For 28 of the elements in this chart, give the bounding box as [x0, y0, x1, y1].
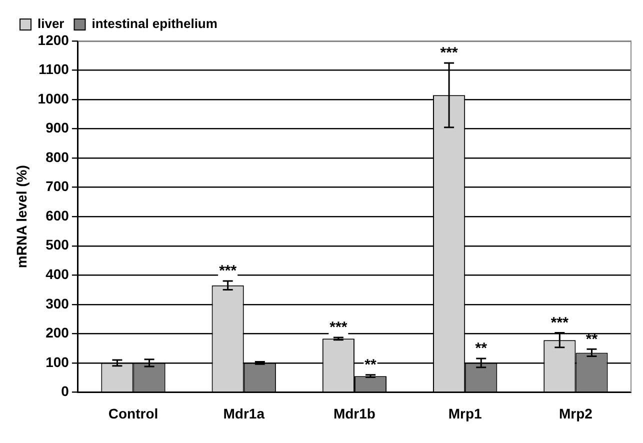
x-tick-label: Mrp2 [558, 405, 593, 422]
x-tick-label: Control [108, 405, 158, 422]
y-tick-label: 600 [46, 207, 70, 224]
annotation: ** [364, 356, 377, 374]
y-tick-label: 700 [46, 178, 70, 194]
annotation: ** [586, 330, 598, 348]
annotation: *** [550, 314, 569, 332]
y-tick-label: 1200 [38, 32, 70, 48]
y-tick-label: 800 [46, 148, 70, 165]
legend-label: liver [38, 16, 64, 32]
y-tick-label: 900 [46, 120, 70, 136]
y-tick-label: 200 [46, 324, 70, 341]
annotation: *** [440, 44, 458, 62]
legend-label: intestinal epithelium [92, 16, 218, 32]
annotation: *** [330, 319, 348, 336]
annotation: ** [475, 340, 488, 358]
annotation: *** [219, 262, 237, 280]
x-tick-label: Mdr1b [333, 405, 376, 422]
y-axis-title: mRNA level (%) [13, 165, 30, 268]
y-tick-label: 0 [61, 383, 70, 400]
y-tick-label: 1100 [38, 61, 70, 78]
y-tick-label: 100 [46, 354, 70, 370]
x-tick-label: Mrp1 [448, 405, 482, 422]
y-tick-label: 300 [46, 295, 70, 312]
y-tick-label: 500 [46, 236, 70, 253]
y-tick-label: 1000 [38, 90, 70, 106]
x-tick-label: Mdr1a [223, 405, 265, 422]
y-tick-label: 400 [46, 266, 70, 282]
